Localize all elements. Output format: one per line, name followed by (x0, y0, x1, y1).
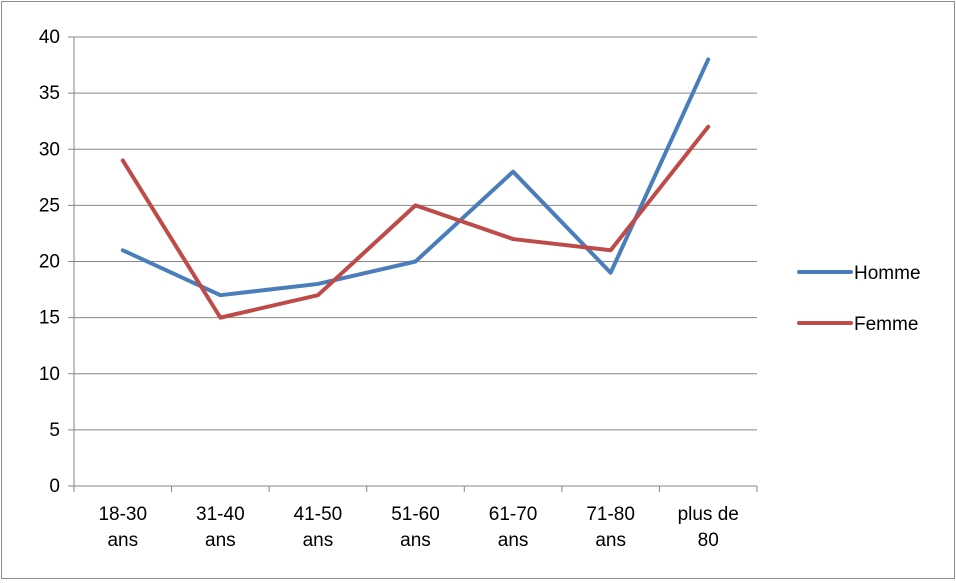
x-tick-labels: 18-30 ans 31-40 ans 41-50 ans 51-60 ans 61-70 ans… (98, 504, 738, 551)
y-tick-label: 10 (39, 364, 60, 385)
gridlines (74, 36, 757, 431)
x-tick-label: 41-50 ans (294, 504, 343, 551)
x-tick-label: plus de 80 (678, 504, 739, 551)
x-tick-label: 71-80 ans (586, 504, 635, 551)
legend-label-femme: Femme (854, 314, 918, 335)
series-line-femme (120, 124, 711, 320)
y-tick-label: 20 (39, 252, 60, 273)
axes (68, 36, 758, 492)
x-tick-label: 18-30 ans (98, 504, 147, 551)
series-lines (120, 57, 711, 320)
y-tick-label: 40 (39, 27, 60, 48)
y-tick-label: 0 (49, 476, 60, 497)
x-tick-label: 31-40 ans (196, 504, 245, 551)
x-tick-label: 51-60 ans (391, 504, 440, 551)
y-tick-label: 15 (39, 308, 60, 329)
y-tick-label: 35 (39, 83, 60, 104)
y-tick-label: 30 (39, 139, 60, 160)
y-tick-labels: 0 5 10 15 20 25 30 35 40 (39, 27, 60, 497)
legend-label-homme: Homme (854, 263, 921, 284)
y-tick-label: 5 (49, 420, 60, 441)
x-tick-label: 61-70 ans (489, 504, 538, 551)
legend: Homme Femme (797, 263, 921, 335)
series-line-homme (120, 57, 711, 298)
y-tick-label: 25 (39, 195, 60, 216)
